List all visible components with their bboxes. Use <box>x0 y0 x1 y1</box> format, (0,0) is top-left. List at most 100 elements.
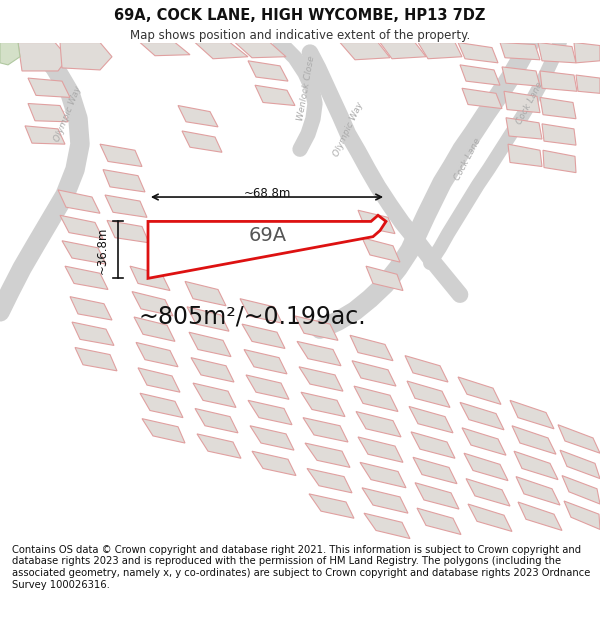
Polygon shape <box>246 375 289 399</box>
Polygon shape <box>242 324 285 349</box>
Polygon shape <box>297 341 341 366</box>
Polygon shape <box>28 104 68 122</box>
Polygon shape <box>140 42 190 56</box>
Polygon shape <box>18 42 68 71</box>
Polygon shape <box>72 322 114 346</box>
Text: 69A: 69A <box>249 226 287 245</box>
Polygon shape <box>250 426 294 450</box>
Polygon shape <box>516 477 560 505</box>
Polygon shape <box>136 342 178 367</box>
Polygon shape <box>25 126 65 144</box>
Polygon shape <box>235 42 286 58</box>
Polygon shape <box>558 425 600 453</box>
Polygon shape <box>512 426 556 454</box>
Polygon shape <box>518 502 562 531</box>
Polygon shape <box>193 383 236 408</box>
Polygon shape <box>462 428 506 455</box>
Polygon shape <box>576 75 600 93</box>
Polygon shape <box>138 368 180 392</box>
Polygon shape <box>75 348 117 371</box>
Polygon shape <box>510 401 554 429</box>
Polygon shape <box>0 42 20 65</box>
Polygon shape <box>415 482 459 509</box>
Polygon shape <box>189 332 231 357</box>
Polygon shape <box>132 291 173 316</box>
Polygon shape <box>466 479 510 506</box>
Polygon shape <box>255 85 295 106</box>
Polygon shape <box>100 144 142 166</box>
Text: Contains OS data © Crown copyright and database right 2021. This information is : Contains OS data © Crown copyright and d… <box>12 545 590 589</box>
Polygon shape <box>105 195 147 218</box>
Text: Cock Lane: Cock Lane <box>453 137 483 182</box>
Text: ~36.8m: ~36.8m <box>96 226 109 274</box>
Polygon shape <box>301 392 345 417</box>
Polygon shape <box>514 451 558 479</box>
Polygon shape <box>140 393 183 418</box>
Polygon shape <box>418 42 462 59</box>
Polygon shape <box>508 144 542 166</box>
Text: ~68.8m: ~68.8m <box>244 187 290 200</box>
Polygon shape <box>502 67 540 86</box>
Polygon shape <box>411 432 455 458</box>
Polygon shape <box>460 65 500 85</box>
Polygon shape <box>543 150 576 173</box>
Polygon shape <box>506 118 542 139</box>
Polygon shape <box>134 317 175 341</box>
Polygon shape <box>195 409 238 433</box>
Text: Wenlock Close: Wenlock Close <box>296 55 316 121</box>
Polygon shape <box>356 411 401 437</box>
Polygon shape <box>244 349 287 374</box>
Polygon shape <box>70 297 112 320</box>
Polygon shape <box>252 451 296 476</box>
Polygon shape <box>362 238 400 262</box>
Polygon shape <box>364 513 410 539</box>
Polygon shape <box>540 71 577 91</box>
Polygon shape <box>542 124 576 145</box>
Text: Olympic Way: Olympic Way <box>53 84 83 142</box>
Polygon shape <box>358 210 395 234</box>
Polygon shape <box>360 462 406 488</box>
Polygon shape <box>350 335 393 361</box>
Polygon shape <box>185 281 226 306</box>
Polygon shape <box>362 488 408 513</box>
Polygon shape <box>191 357 234 382</box>
Polygon shape <box>107 221 149 243</box>
Polygon shape <box>130 266 170 291</box>
Polygon shape <box>562 476 600 504</box>
Polygon shape <box>354 386 398 411</box>
Polygon shape <box>303 418 348 442</box>
Polygon shape <box>380 42 426 59</box>
Polygon shape <box>248 401 292 425</box>
Polygon shape <box>458 377 501 404</box>
Polygon shape <box>564 501 600 529</box>
Polygon shape <box>407 381 450 408</box>
Polygon shape <box>468 504 512 531</box>
Polygon shape <box>500 42 540 60</box>
Polygon shape <box>65 266 108 289</box>
Polygon shape <box>540 98 576 119</box>
Polygon shape <box>240 299 282 323</box>
Polygon shape <box>462 88 502 109</box>
Polygon shape <box>305 443 350 468</box>
Polygon shape <box>352 361 396 386</box>
Text: Olympic Way: Olympic Way <box>331 100 365 158</box>
Text: ~805m²/~0.199ac.: ~805m²/~0.199ac. <box>138 305 366 329</box>
Polygon shape <box>28 78 70 98</box>
Polygon shape <box>58 190 100 213</box>
Polygon shape <box>62 241 106 264</box>
Polygon shape <box>358 437 403 462</box>
Polygon shape <box>574 42 600 63</box>
Polygon shape <box>142 419 185 443</box>
Polygon shape <box>60 42 112 70</box>
Polygon shape <box>409 406 453 433</box>
Polygon shape <box>458 42 498 63</box>
Polygon shape <box>460 402 504 430</box>
Polygon shape <box>103 169 145 192</box>
Polygon shape <box>195 42 248 59</box>
Text: 69A, COCK LANE, HIGH WYCOMBE, HP13 7DZ: 69A, COCK LANE, HIGH WYCOMBE, HP13 7DZ <box>115 8 485 22</box>
Polygon shape <box>187 307 229 331</box>
Polygon shape <box>464 453 508 481</box>
Text: Cock Lane: Cock Lane <box>515 81 545 126</box>
Text: Map shows position and indicative extent of the property.: Map shows position and indicative extent… <box>130 29 470 42</box>
Polygon shape <box>405 356 448 382</box>
